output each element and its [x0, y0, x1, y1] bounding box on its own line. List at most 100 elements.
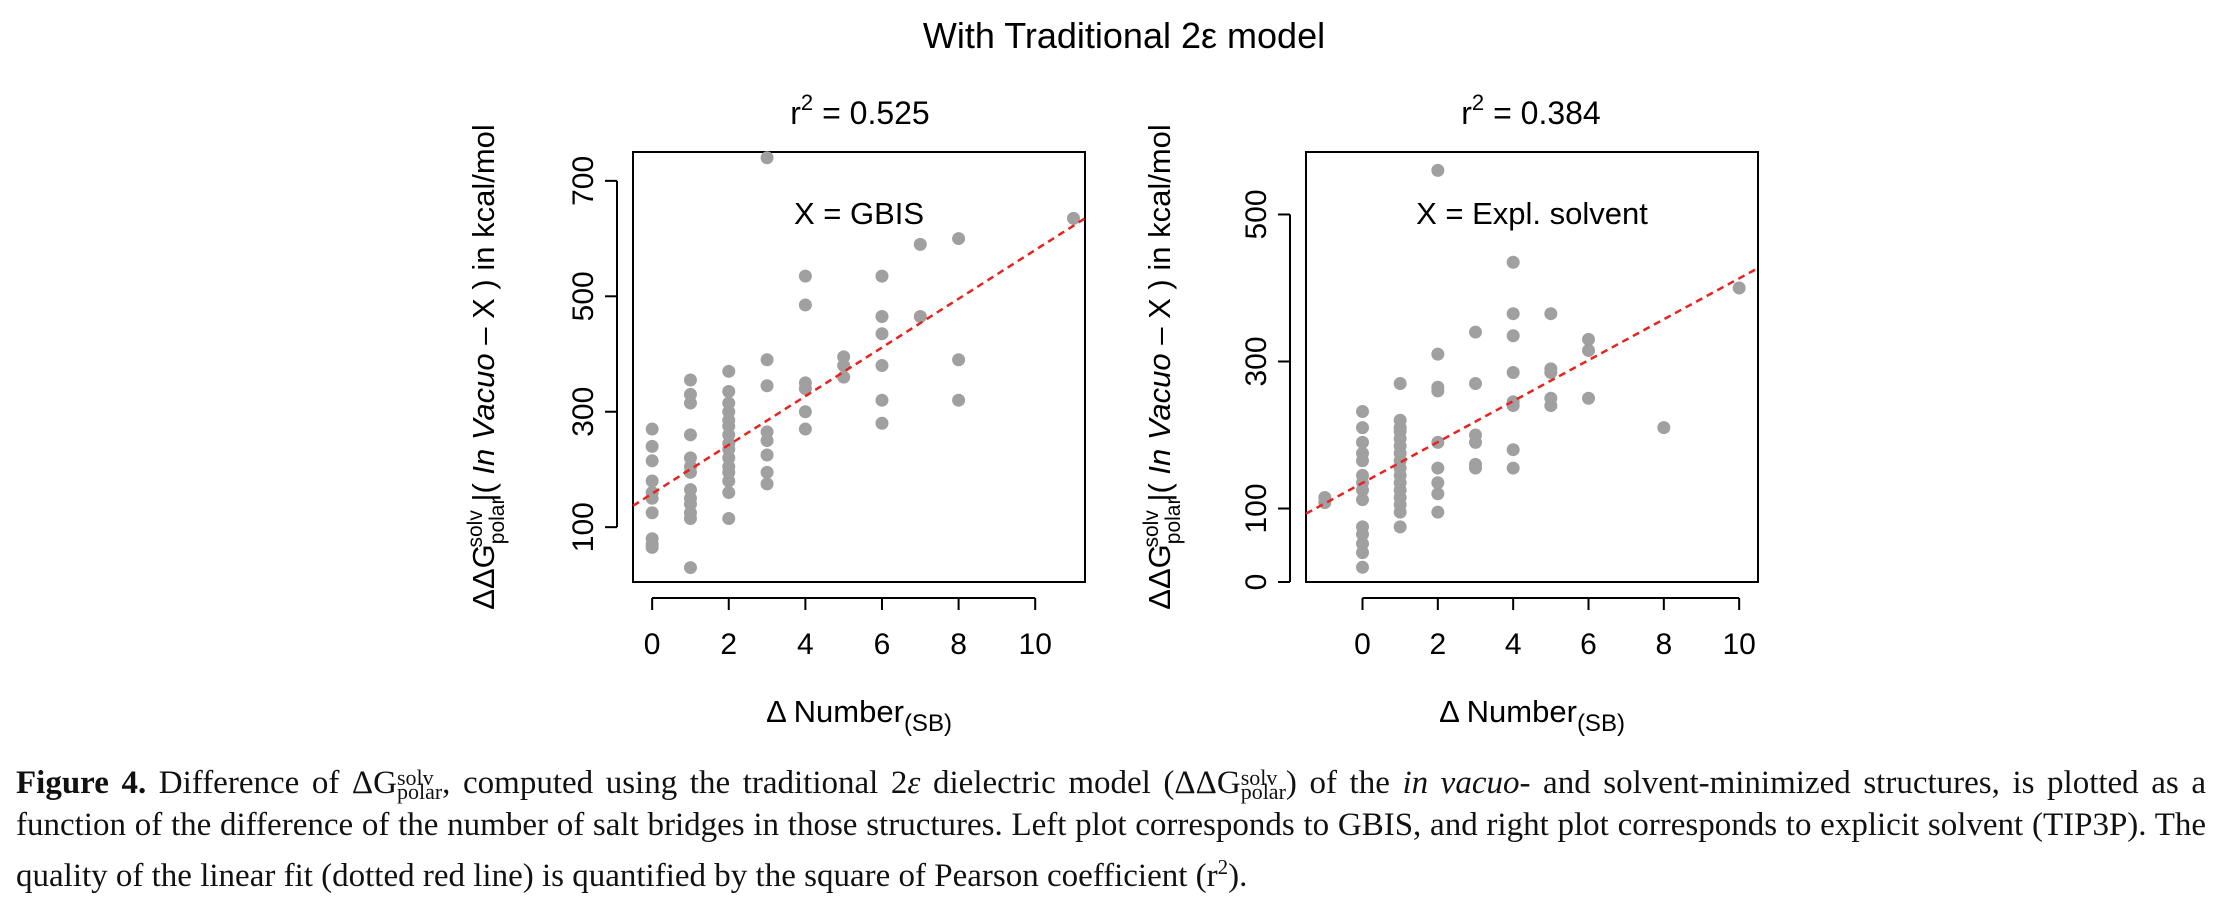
data-point-gbis-54 — [837, 370, 851, 384]
data-point-explicit-54 — [1506, 461, 1520, 475]
y-tick-label-explicit-500: 500 — [1240, 189, 1273, 239]
data-point-explicit-39 — [1431, 487, 1445, 501]
data-point-gbis-38 — [760, 151, 774, 165]
y-tick-label-explicit-300: 300 — [1240, 336, 1273, 386]
data-point-gbis-45 — [760, 477, 774, 491]
x-tick-label-explicit-6: 6 — [1580, 628, 1597, 661]
data-point-explicit-48 — [1506, 307, 1520, 321]
data-point-gbis-60 — [875, 416, 889, 430]
data-point-gbis-1 — [645, 439, 659, 453]
data-point-explicit-52 — [1506, 399, 1520, 413]
data-point-explicit-31 — [1393, 520, 1407, 534]
figure: With Traditional 2ε model r2 = 0.525 X =… — [464, 15, 1759, 737]
data-point-gbis-56 — [875, 309, 889, 323]
panel-gbis: r2 = 0.525 X = GBIS 0 2 4 6 8 10100300500700 … — [464, 90, 1086, 737]
figure-caption: Figure 4. Difference of ΔG solv polar , com… — [16, 762, 2206, 897]
fit-line-gbis — [632, 217, 1086, 507]
data-point-gbis-55 — [875, 269, 889, 283]
data-point-explicit-44 — [1469, 435, 1482, 449]
data-point-explicit-32 — [1431, 163, 1445, 177]
caption-text-5: - and solvent-minimized structures, is p… — [16, 765, 2206, 894]
xlabel-gbis: Δ Number(SB) — [766, 694, 952, 737]
fit-line-explicit — [1305, 267, 1759, 515]
data-point-explicit-3 — [1356, 421, 1369, 435]
data-point-gbis-57 — [875, 327, 889, 341]
data-point-gbis-42 — [760, 434, 774, 448]
x-tick-label-gbis-10: 10 — [1019, 628, 1052, 661]
annotation-gbis: X = GBIS — [794, 196, 924, 231]
data-point-explicit-9 — [1356, 483, 1369, 497]
data-point-gbis-3 — [645, 474, 659, 488]
data-point-gbis-50 — [798, 405, 812, 419]
data-point-gbis-24 — [722, 385, 736, 399]
data-point-gbis-2 — [645, 454, 659, 468]
data-point-gbis-40 — [760, 379, 774, 393]
y-tick-label-gbis-300: 300 — [567, 387, 600, 437]
data-point-gbis-64 — [952, 353, 966, 367]
data-point-explicit-55 — [1544, 307, 1558, 321]
x-tick-label-explicit-8: 8 — [1655, 628, 1672, 661]
x-tick-label-explicit-2: 2 — [1429, 628, 1446, 661]
plot-frame-gbis — [632, 151, 1086, 583]
panel-title-explicit: r2 = 0.384 — [1461, 90, 1600, 131]
data-point-gbis-46 — [798, 269, 812, 283]
data-point-explicit-40 — [1431, 505, 1445, 519]
data-point-gbis-5 — [645, 491, 659, 505]
data-point-explicit-61 — [1582, 343, 1595, 357]
data-point-explicit-16 — [1393, 377, 1407, 391]
figure-suptitle: With Traditional 2ε model — [923, 15, 1325, 56]
data-point-explicit-15 — [1356, 560, 1369, 574]
data-point-gbis-65 — [952, 393, 966, 407]
caption-epsilon: ε — [907, 765, 921, 801]
data-point-explicit-35 — [1431, 384, 1445, 398]
data-point-explicit-57 — [1544, 366, 1558, 380]
data-point-gbis-63 — [952, 232, 966, 246]
data-point-gbis-0 — [645, 422, 659, 436]
data-point-gbis-35 — [722, 474, 736, 488]
data-point-gbis-37 — [722, 512, 736, 526]
x-tick-label-explicit-10: 10 — [1722, 628, 1755, 661]
caption-text-2: , computed using the traditional 2 — [442, 765, 908, 801]
data-point-explicit-53 — [1506, 443, 1520, 457]
xlabel-explicit: Δ Number(SB) — [1439, 694, 1625, 737]
x-tick-label-gbis-4: 4 — [797, 628, 814, 661]
caption-label: Figure 4. — [16, 765, 147, 801]
data-point-explicit-33 — [1431, 347, 1445, 361]
data-point-explicit-4 — [1356, 435, 1369, 449]
data-point-explicit-62 — [1582, 391, 1595, 405]
data-point-gbis-59 — [875, 393, 889, 407]
data-point-explicit-38 — [1431, 476, 1445, 490]
x-tick-label-explicit-0: 0 — [1354, 628, 1371, 661]
ylabel-gbis: ΔΔGpolarsolv |( In Vacuo – X ) in kcal/m… — [464, 124, 509, 610]
panel-explicit: r2 = 0.384 X = Expl. solvent 0 2 4 6 8 100100… — [1140, 90, 1759, 737]
data-point-explicit-12 — [1356, 527, 1369, 541]
caption-text-6: ). — [1228, 858, 1248, 894]
data-point-gbis-51 — [798, 422, 812, 436]
x-tick-label-gbis-8: 8 — [950, 628, 967, 661]
data-point-explicit-10 — [1356, 493, 1369, 507]
x-tick-label-gbis-6: 6 — [874, 628, 891, 661]
data-point-gbis-66 — [1067, 211, 1081, 225]
data-point-explicit-47 — [1506, 255, 1520, 269]
y-tick-label-gbis-100: 100 — [567, 502, 600, 552]
x-tick-label-gbis-0: 0 — [644, 628, 661, 661]
x-tick-label-explicit-4: 4 — [1505, 628, 1522, 661]
data-point-explicit-63 — [1657, 421, 1671, 435]
data-point-gbis-12 — [683, 396, 697, 410]
data-point-gbis-10 — [683, 373, 697, 387]
caption-text-1: Difference of ΔG — [146, 765, 397, 801]
data-point-gbis-62 — [913, 309, 927, 323]
data-point-explicit-59 — [1544, 399, 1558, 413]
data-point-explicit-41 — [1469, 325, 1482, 339]
data-point-explicit-2 — [1356, 404, 1369, 418]
y-tick-label-explicit-0: 0 — [1240, 574, 1273, 591]
data-point-explicit-37 — [1431, 461, 1445, 475]
data-point-explicit-30 — [1393, 505, 1407, 519]
data-point-gbis-9 — [645, 540, 659, 554]
caption-subsup-2: solv polar — [1240, 765, 1286, 804]
data-point-gbis-21 — [683, 512, 697, 526]
data-point-gbis-23 — [722, 364, 736, 378]
y-tick-label-explicit-100: 100 — [1240, 483, 1273, 533]
plot-frame-explicit — [1305, 151, 1759, 583]
data-point-gbis-22 — [683, 561, 697, 575]
